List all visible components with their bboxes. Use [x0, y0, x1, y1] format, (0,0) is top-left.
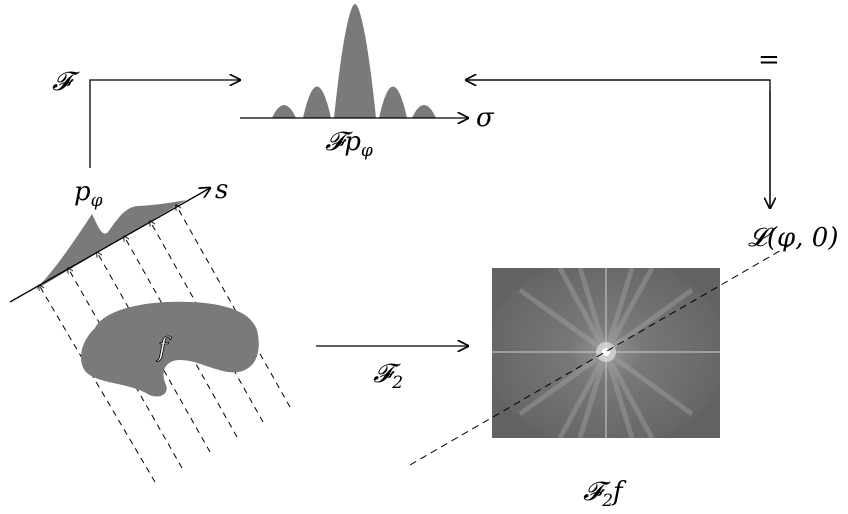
fourier-spectrum-image [492, 268, 720, 438]
sigma-label: σ [476, 103, 495, 133]
projection-label: pφ [74, 177, 103, 211]
spectrum-label: 𝓕2f [583, 477, 627, 509]
equals-label: = [758, 45, 780, 75]
slice-line-label: 𝓛(φ, 0) [748, 223, 838, 253]
s-axis [9, 188, 210, 303]
s-axis-label: s [215, 175, 228, 205]
fourier-arrow [89, 80, 240, 168]
fourier-projection-label: 𝓕pφ [325, 127, 373, 161]
object-f [80, 301, 259, 397]
slice-line [409, 244, 791, 466]
fourier-operator-label: 𝓕 [52, 67, 80, 97]
f2-operator-label: 𝓕2 [373, 359, 403, 393]
equality-path [466, 79, 771, 205]
projection-spectrum [272, 4, 436, 118]
